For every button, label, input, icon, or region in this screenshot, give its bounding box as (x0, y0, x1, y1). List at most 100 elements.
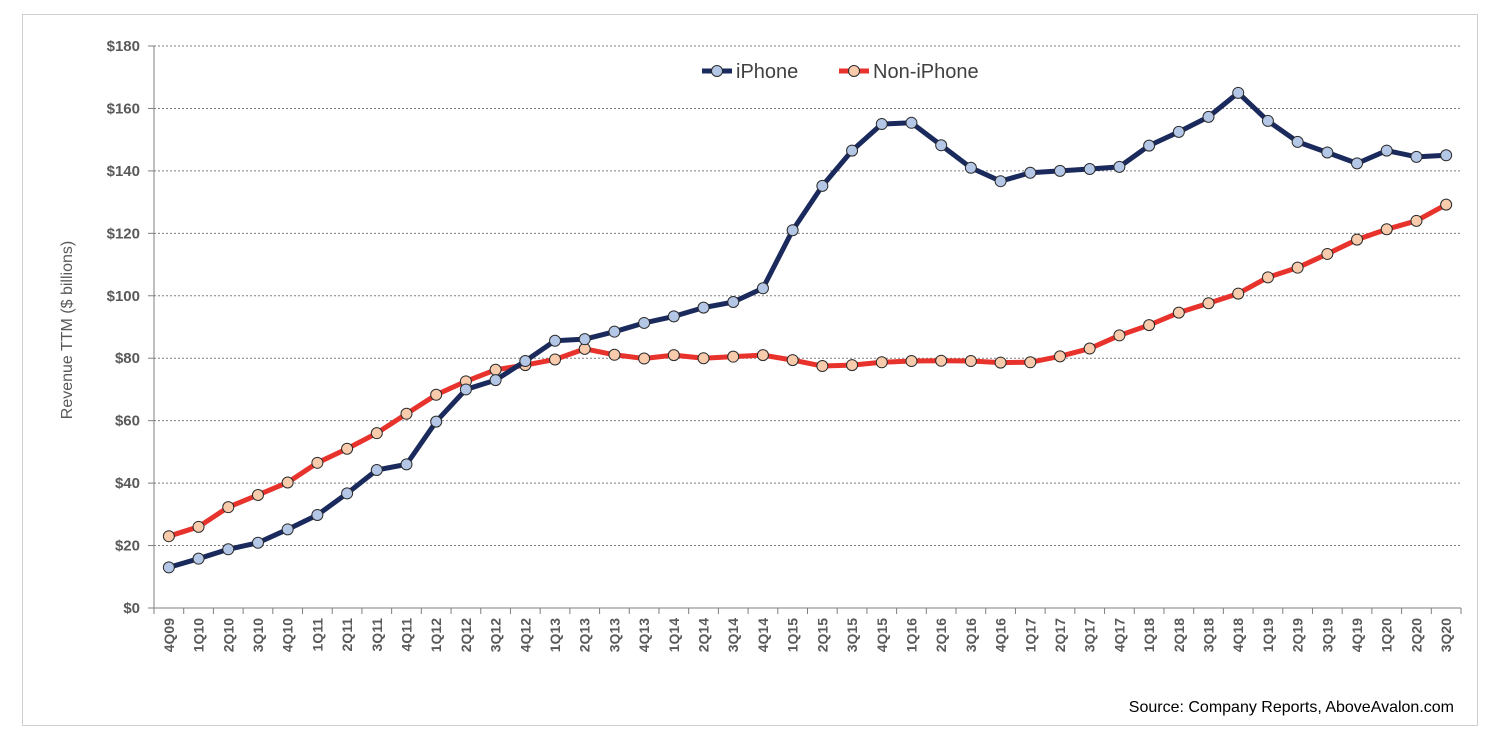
x-tick-label: 3Q11 (369, 618, 385, 652)
x-tick-label: 4Q18 (1230, 618, 1246, 652)
data-point (192, 520, 205, 533)
data-point (1232, 86, 1245, 99)
x-tick-label: 2Q17 (1052, 618, 1068, 652)
data-point (1321, 247, 1334, 260)
data-point (638, 352, 651, 365)
x-tick-label: 2Q10 (220, 618, 236, 652)
data-point (1053, 164, 1066, 177)
data-point (1024, 166, 1037, 179)
series-layer (162, 86, 1453, 574)
data-point (964, 355, 977, 368)
data-point (1440, 149, 1453, 162)
x-tick-label: 2Q14 (696, 618, 712, 652)
x-tick-label: 3Q16 (963, 618, 979, 652)
data-point (400, 458, 413, 471)
data-point (1083, 342, 1096, 355)
x-tick-label: 1Q17 (1022, 618, 1038, 652)
data-point (1172, 306, 1185, 319)
grid-lines (154, 45, 1461, 547)
x-tick-label: 4Q11 (398, 618, 414, 652)
data-point (935, 139, 948, 152)
y-tick-label: $160 (107, 100, 140, 117)
data-point (756, 282, 769, 295)
data-point (1351, 233, 1364, 246)
x-tick-label: 3Q20 (1438, 618, 1454, 652)
x-tick-label: 3Q14 (725, 618, 741, 652)
chart-frame (22, 14, 1478, 726)
x-tick-label: 1Q12 (428, 618, 444, 652)
x-tick-label: 1Q20 (1379, 618, 1395, 652)
data-point (1143, 319, 1156, 332)
data-point (430, 415, 443, 428)
data-point (786, 224, 799, 237)
data-point (697, 352, 710, 365)
y-tick-label: $120 (107, 225, 140, 242)
data-point (1113, 160, 1126, 173)
data-point (667, 349, 680, 362)
x-tick-label: 4Q13 (636, 618, 652, 652)
x-tick-label: 2Q12 (458, 618, 474, 652)
data-point (311, 456, 324, 469)
y-tick-label: $100 (107, 288, 140, 305)
x-tick-label: 3Q19 (1319, 618, 1335, 652)
x-tick-label: 4Q16 (993, 618, 1009, 652)
data-point (1202, 297, 1215, 310)
data-point (846, 144, 859, 157)
x-tick-label: 1Q15 (785, 618, 801, 652)
data-point (1321, 146, 1334, 159)
data-point (756, 349, 769, 362)
data-point (964, 161, 977, 174)
legend-label: Non-iPhone (873, 61, 979, 83)
axes (153, 46, 1461, 609)
y-tick-label: $80 (115, 350, 140, 367)
legend-item: iPhone (702, 61, 798, 83)
x-tick-label: 2Q19 (1290, 618, 1306, 652)
y-tick-label: $20 (115, 538, 140, 555)
data-point (1024, 356, 1037, 369)
data-point (400, 407, 413, 420)
x-tick-label: 2Q16 (933, 618, 949, 652)
data-point (549, 334, 562, 347)
x-tick-label: 3Q12 (488, 618, 504, 652)
x-tick-label: 4Q19 (1349, 618, 1365, 652)
x-tick-label: 1Q11 (309, 618, 325, 652)
data-point (370, 427, 383, 440)
y-tick-label: $0 (123, 600, 140, 617)
x-tick-label: 3Q13 (606, 618, 622, 652)
data-point (905, 355, 918, 368)
data-point (1202, 110, 1215, 123)
data-point (1410, 150, 1423, 163)
data-point (459, 383, 472, 396)
data-point (281, 476, 294, 489)
data-point (1380, 144, 1393, 157)
data-point (222, 501, 235, 514)
data-point (251, 488, 264, 501)
data-point (311, 508, 324, 521)
y-tick-label: $60 (115, 413, 140, 430)
data-point (1232, 287, 1245, 300)
data-point (430, 388, 443, 401)
data-point (222, 543, 235, 556)
data-point (162, 561, 175, 574)
x-tick-label: 4Q10 (280, 618, 296, 652)
data-point (1083, 163, 1096, 176)
data-point (1291, 261, 1304, 274)
y-tick-label: $140 (107, 163, 140, 180)
x-tick-label: 1Q14 (666, 618, 682, 652)
data-point (192, 552, 205, 565)
x-tick-label: 3Q17 (1082, 618, 1098, 652)
data-point (1143, 139, 1156, 152)
x-tick-label: 1Q13 (547, 618, 563, 652)
source-note: Source: Company Reports, AboveAvalon.com (1129, 699, 1454, 716)
data-point (608, 348, 621, 361)
legend: iPhone Non-iPhone (702, 61, 979, 83)
data-point (1291, 135, 1304, 148)
data-point (935, 354, 948, 367)
x-tick-label: 2Q18 (1171, 618, 1187, 652)
data-point (1440, 198, 1453, 211)
data-point (608, 325, 621, 338)
x-tick-label: 4Q17 (1111, 618, 1127, 652)
y-axis-label: Revenue TTM ($ billions) (59, 241, 76, 419)
x-tick-label: 4Q15 (874, 618, 890, 652)
